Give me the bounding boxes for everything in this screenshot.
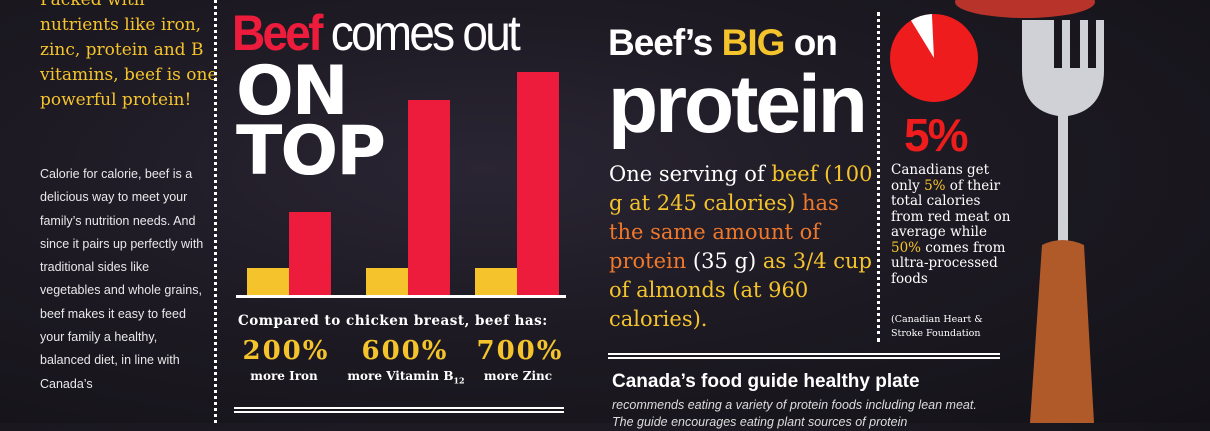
on-top-big: ON TOP (236, 52, 386, 191)
food-guide-title: Canada’s food guide healthy plate (612, 371, 920, 392)
title-beefs: Beef’s (608, 22, 713, 63)
stat-b12-value: 600% (361, 336, 449, 366)
stat-b12-label: more Vitamin B12 (336, 369, 476, 385)
body-text: Calorie for calorie, beef is a delicious… (40, 167, 204, 391)
stat-iron-label: more Iron (250, 369, 318, 383)
s5: as 3/4 cup of almonds (at 960 calories). (609, 249, 873, 331)
five-percent: 5% (904, 109, 969, 161)
t2: 5% (924, 177, 946, 194)
stat-b12-label-text: more Vitamin B (347, 369, 454, 383)
bar-beef-2 (517, 72, 559, 296)
t5: comes from ultra-processed foods (891, 239, 1006, 287)
bar-chicken-2 (475, 268, 517, 296)
protein-big-title: protein (608, 59, 868, 150)
double-rule (234, 407, 564, 413)
s2: beef (100 g at 245 calories) (609, 162, 873, 215)
compared-text: Compared to chicken breast, beef has: (238, 313, 548, 329)
dotted-divider (214, 0, 217, 423)
protein-title: Beef’s BIG on (608, 22, 838, 64)
title-on-word: on (793, 22, 838, 63)
pie-slice-red-meat (911, 14, 934, 58)
bar-chicken-1 (366, 268, 408, 296)
bar-chicken-0 (247, 268, 289, 296)
s1: One serving of (609, 162, 772, 186)
title-rest: comes out (330, 5, 521, 61)
bar-beef-1 (408, 100, 450, 296)
meat-icon (955, 0, 1095, 18)
t1: Canadians get only (891, 162, 990, 194)
fork-icon (1022, 20, 1104, 246)
dotted-divider-2 (877, 12, 880, 342)
stat-zinc-value: 700% (476, 336, 564, 366)
stat-iron-value: 200% (242, 336, 330, 366)
source-text: (Canadian Heart & Stroke Foundation (891, 314, 983, 339)
title-beef: Beef (232, 5, 323, 61)
stat-b12-sub: 12 (453, 375, 465, 386)
on-top-title: Beef comes out (232, 4, 521, 62)
stat-zinc-label: more Zinc (483, 369, 553, 383)
chart-baseline (236, 295, 566, 298)
red-meat-text: Canadians get only 5% of their total cal… (891, 162, 1011, 287)
title-top: TOP (236, 112, 386, 191)
lead-text: Packed with nutrients like iron, zinc, p… (40, 0, 218, 110)
title-big: BIG (721, 22, 786, 63)
fork-with-meat-image (955, 0, 1104, 423)
s3: has the same amount of protein (609, 191, 839, 273)
double-rule-2 (608, 353, 1000, 359)
bar-beef-0 (289, 212, 331, 296)
wooden-handle-icon (1030, 240, 1094, 423)
food-guide-body: recommends eating a variety of protein f… (612, 398, 977, 429)
serving-text: One serving of beef (100 g at 245 calori… (609, 160, 879, 334)
pie-chart (890, 14, 978, 102)
t4: 50% (891, 239, 922, 256)
title-on: ON (236, 52, 349, 131)
s4: (35 g) (692, 249, 763, 273)
t3: of their total calories from red meat on… (891, 177, 1011, 240)
